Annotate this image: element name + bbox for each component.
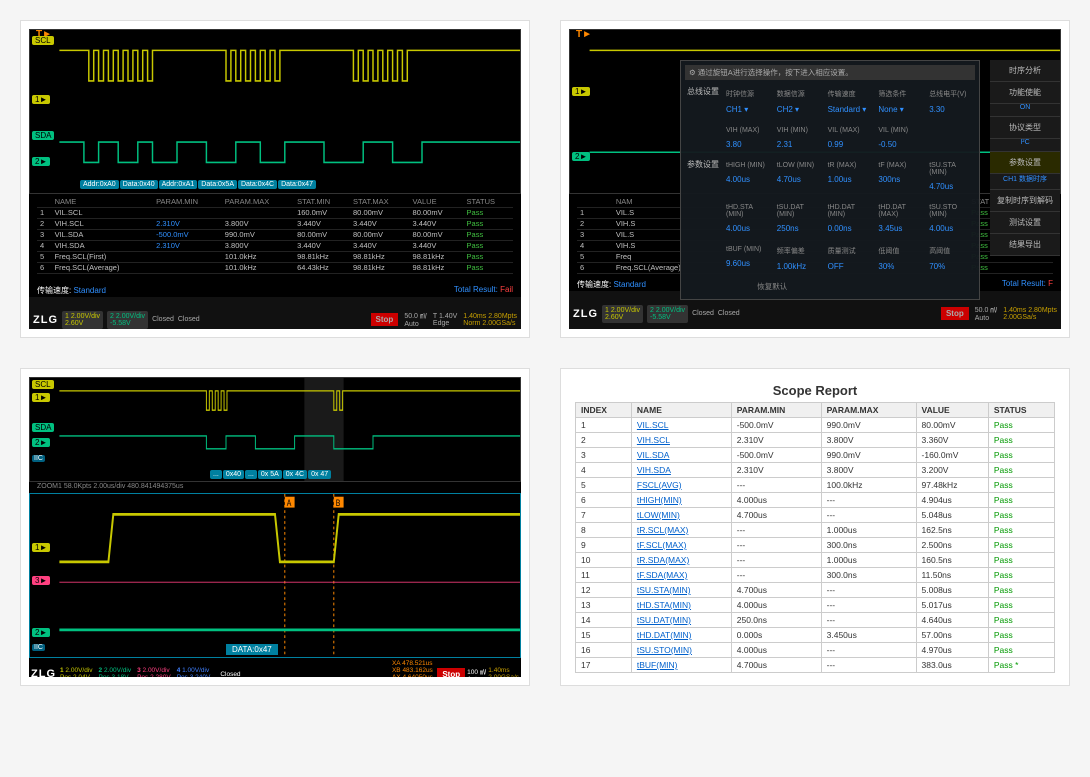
sidebar-item-4[interactable]: I²C xyxy=(990,139,1060,152)
ch2-badge[interactable]: 2 2.00V/div-5.58V xyxy=(107,311,148,329)
sidebar-item-1[interactable]: 功能使能 xyxy=(990,82,1060,104)
scope-panel-2: T► 1► 2► ⚙ 通过旋钮A进行选择操作，按下进入相应设置。 总线设置时钟信… xyxy=(560,20,1070,338)
sidebar-item-9[interactable]: 结果导出 xyxy=(990,234,1060,256)
zoom-info: ZOOM1 58.0Kpts 2.00us/div 480.841494375u… xyxy=(29,482,521,491)
trig-info: T 1.40VEdge xyxy=(433,313,457,327)
closed-2[interactable]: Closed xyxy=(178,316,200,323)
report-table: INDEXNAMEPARAM.MINPARAM.MAXVALUESTATUS1V… xyxy=(575,402,1055,673)
sidebar-item-3[interactable]: 协议类型 xyxy=(990,117,1060,139)
settings-dialog[interactable]: ⚙ 通过旋钮A进行选择操作，按下进入相应设置。 总线设置时钟信源CH1 ▾数据信… xyxy=(680,60,980,300)
cursor-readout: XA 478.521usXB 483.162us ΔX 4.64050us1/Δ… xyxy=(392,660,435,677)
zoom-detail[interactable]: 1► 3► 2► IIC A B DATA:0x47 xyxy=(29,493,521,658)
bottom-bar-1: ZLG 1 2.00V/div2.60V 2 2.00V/div-5.58V C… xyxy=(29,297,521,329)
time-info: 1.40ms 2.80MptsNorm 2.00GSa/s xyxy=(463,313,517,327)
sidebar-item-8[interactable]: 测试设置 xyxy=(990,212,1060,234)
waveform-area-1[interactable]: T► SCL 1► SDA 2► Addr:0xA0Data:0x40Addr:… xyxy=(29,29,521,194)
svg-text:B: B xyxy=(336,497,341,508)
sidebar-item-6[interactable]: CH1 数据时序 xyxy=(990,174,1060,190)
decode-tags-1: Addr:0xA0Data:0x40Addr:0xA1Data:0x5AData… xyxy=(80,180,316,189)
zlg-logo: ZLG xyxy=(33,314,58,326)
oscilloscope-1: T► SCL 1► SDA 2► Addr:0xA0Data:0x40Addr:… xyxy=(29,29,521,329)
oscilloscope-2: T► 1► 2► ⚙ 通过旋钮A进行选择操作，按下进入相应设置。 总线设置时钟信… xyxy=(569,29,1061,329)
result-line-1: 传输速度: Standard Total Result: Fail xyxy=(29,284,521,297)
sample-info: 50.0 ㎷Auto xyxy=(404,311,427,328)
sidebar-menu[interactable]: 时序分析功能使能ON协议类型I²C参数设置CH1 数据时序复制时序到解码测试设置… xyxy=(990,60,1060,256)
sidebar-item-2[interactable]: ON xyxy=(990,104,1060,117)
closed-1[interactable]: Closed xyxy=(152,316,174,323)
sidebar-item-5[interactable]: 参数设置 xyxy=(990,152,1060,174)
waveform-area-2[interactable]: T► 1► 2► ⚙ 通过旋钮A进行选择操作，按下进入相应设置。 总线设置时钟信… xyxy=(569,29,1061,194)
scope-panel-3: SCL 1► SDA 2► IIC ...0x40...0x 5A0x 4C0x… xyxy=(20,368,530,686)
report-title: Scope Report xyxy=(575,383,1055,398)
oscilloscope-3: SCL 1► SDA 2► IIC ...0x40...0x 5A0x 4C0x… xyxy=(29,377,521,677)
measurement-table-1: NAMEPARAM.MINPARAM.MAXSTAT.MINSTAT.MAXVA… xyxy=(29,194,521,284)
waveform-svg-1 xyxy=(30,30,520,193)
scope-panel-1: T► SCL 1► SDA 2► Addr:0xA0Data:0x40Addr:… xyxy=(20,20,530,338)
sidebar-item-7[interactable]: 复制时序到解码 xyxy=(990,190,1060,212)
dialog-title: ⚙ 通过旋钮A进行选择操作，按下进入相应设置。 xyxy=(685,65,975,80)
bottom-bar-3: ZLG 1 2.00V/divPos 2.04V2 2.00V/divPos 3… xyxy=(29,658,521,677)
svg-text:A: A xyxy=(287,497,292,508)
stop-badge[interactable]: Stop xyxy=(371,313,399,326)
ch1-badge[interactable]: 1 2.00V/div2.60V xyxy=(62,311,103,329)
zoom-overview[interactable]: SCL 1► SDA 2► IIC ...0x40...0x 5A0x 4C0x… xyxy=(29,377,521,482)
data-decode-label: DATA:0x47 xyxy=(226,644,278,655)
sidebar-item-0[interactable]: 时序分析 xyxy=(990,60,1060,82)
report-panel: Scope Report INDEXNAMEPARAM.MINPARAM.MAX… xyxy=(560,368,1070,686)
scope-report: Scope Report INDEXNAMEPARAM.MINPARAM.MAX… xyxy=(569,377,1061,677)
